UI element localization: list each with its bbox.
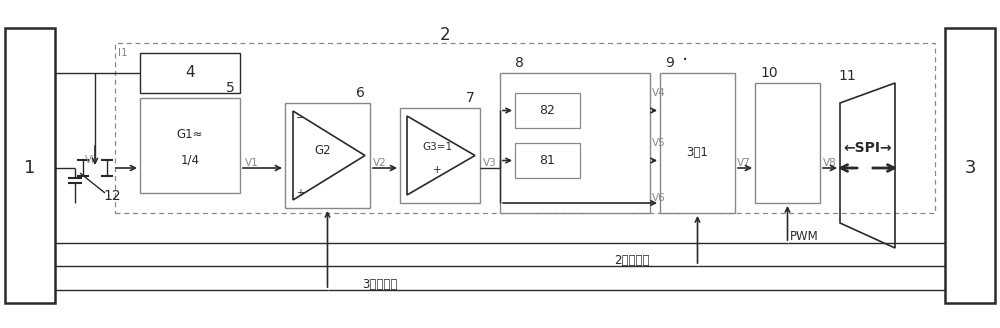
- Text: V2: V2: [373, 158, 387, 168]
- Text: V3: V3: [483, 158, 497, 168]
- Text: 6: 6: [356, 86, 365, 100]
- Bar: [945, 28, 995, 303]
- Text: 1: 1: [24, 159, 36, 177]
- Text: 3位控制线: 3位控制线: [362, 277, 398, 291]
- Text: PWM: PWM: [790, 231, 819, 243]
- Text: V8: V8: [823, 158, 837, 168]
- Text: I1: I1: [118, 48, 128, 58]
- Text: 3: 3: [964, 159, 976, 177]
- Text: +: +: [433, 166, 441, 175]
- Bar: [400, 108, 480, 203]
- Polygon shape: [407, 116, 475, 195]
- Text: ←SPI→: ←SPI→: [843, 141, 892, 155]
- Text: 82: 82: [540, 104, 555, 117]
- Text: −: −: [296, 113, 304, 123]
- Bar: [115, 43, 935, 213]
- Text: 81: 81: [540, 154, 555, 167]
- Text: G3=1: G3=1: [422, 142, 452, 153]
- Text: 5: 5: [226, 81, 235, 95]
- Text: V6: V6: [652, 193, 666, 203]
- Text: Vi: Vi: [85, 155, 95, 165]
- Text: V7: V7: [737, 158, 751, 168]
- Text: ·: ·: [682, 51, 688, 71]
- Bar: [285, 103, 370, 208]
- Text: 2位控制线: 2位控制线: [614, 254, 650, 266]
- Bar: [515, 93, 580, 128]
- Text: V4: V4: [652, 88, 666, 98]
- Text: 2: 2: [440, 26, 450, 44]
- Text: 9: 9: [665, 56, 674, 70]
- Text: V1: V1: [245, 158, 259, 168]
- Bar: [140, 98, 240, 193]
- Text: 8: 8: [515, 56, 524, 70]
- Bar: [5, 28, 55, 303]
- Text: 12: 12: [103, 189, 121, 203]
- Text: V5: V5: [652, 138, 666, 148]
- Bar: [500, 73, 650, 213]
- Text: 1/4: 1/4: [180, 153, 200, 166]
- Text: 10: 10: [760, 66, 778, 80]
- Bar: [515, 143, 580, 178]
- Text: 4: 4: [185, 66, 195, 80]
- Text: +: +: [296, 188, 304, 198]
- Text: G2: G2: [314, 144, 331, 157]
- Text: 3选1: 3选1: [687, 147, 708, 159]
- Polygon shape: [293, 111, 365, 200]
- Bar: [755, 83, 820, 203]
- Text: 11: 11: [838, 69, 856, 83]
- Bar: [660, 73, 735, 213]
- Text: 7: 7: [466, 91, 475, 105]
- Text: G1≈: G1≈: [177, 128, 203, 141]
- Bar: [140, 53, 240, 93]
